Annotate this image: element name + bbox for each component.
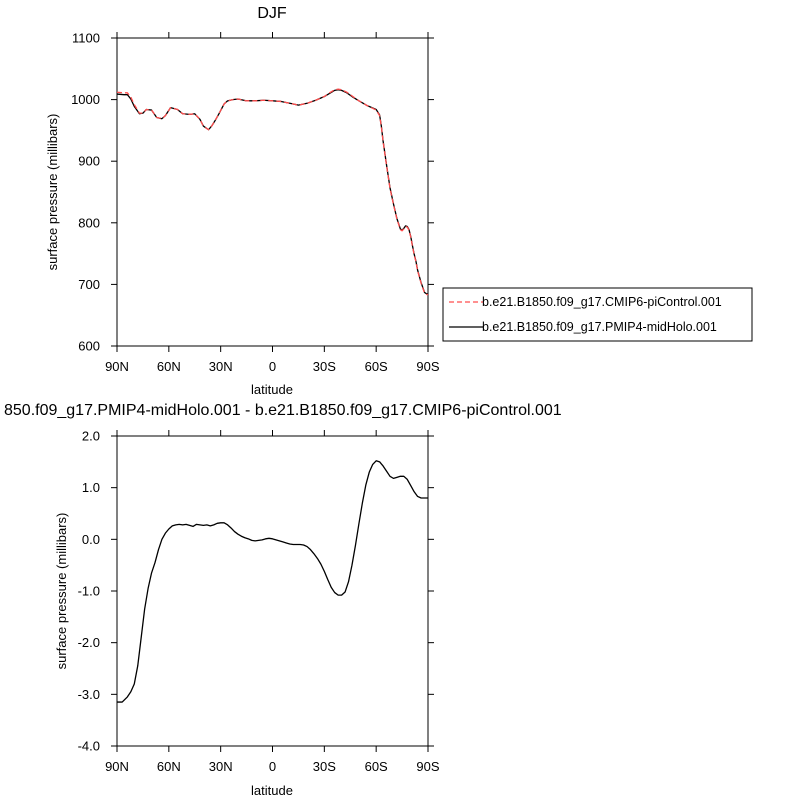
- x-tick-label: 0: [269, 359, 276, 374]
- x-axis-ticks: 90N 60N 30N 0 30S 60S 90S: [105, 430, 440, 774]
- x-tick-label: 60N: [157, 359, 181, 374]
- y-tick-label: -4.0: [78, 739, 100, 754]
- y-tick-label: 800: [78, 215, 100, 230]
- y-tick-label: 2.0: [82, 429, 100, 444]
- x-tick-label: 30N: [209, 759, 233, 774]
- legend-entry-series-2: b.e21.B1850.f09_g17.PMIP4-midHolo.001: [482, 320, 717, 334]
- plot-frame: [116, 435, 429, 747]
- plot-frame: [116, 37, 429, 347]
- x-tick-label: 90S: [416, 359, 439, 374]
- x-tick-label: 90S: [416, 759, 439, 774]
- x-tick-label: 0: [269, 759, 276, 774]
- bottom-panel-difference: 850.f09_g17.PMIP4-midHolo.001 - b.e21.B1…: [4, 402, 562, 798]
- x-tick-label: 30S: [313, 759, 336, 774]
- x-tick-label: 60S: [365, 759, 388, 774]
- series-line-1: [116, 88, 429, 296]
- legend-entry-series-1: b.e21.B1850.f09_g17.CMIP6-piControl.001: [482, 295, 722, 309]
- y-tick-label: 0.0: [82, 532, 100, 547]
- series-layer: [117, 460, 428, 703]
- y-axis-label: surface pressure (millibars): [45, 114, 60, 271]
- y-axis-ticks: -4.0 -3.0 -2.0 -1.0 0.0 1.0 2.0: [78, 429, 434, 754]
- y-tick-label: 1100: [72, 31, 100, 46]
- chart-title: DJF: [257, 5, 287, 22]
- legend-box: [442, 287, 753, 342]
- x-tick-label: 60N: [157, 759, 181, 774]
- y-tick-label: 700: [78, 277, 100, 292]
- x-tick-label: 90N: [105, 759, 129, 774]
- y-tick-label: 1000: [71, 92, 100, 107]
- y-axis-ticks: 600 700 800 900 1000 1100: [71, 31, 434, 354]
- chart-title: 850.f09_g17.PMIP4-midHolo.001 - b.e21.B1…: [4, 402, 562, 419]
- series-layer: [116, 88, 429, 296]
- x-tick-label: 60S: [365, 359, 388, 374]
- x-tick-label: 90N: [105, 359, 129, 374]
- x-axis-ticks: 90N 60N 30N 0 30S 60S 90S: [105, 32, 440, 374]
- x-axis-label: latitude: [251, 783, 293, 798]
- series-line-2: [116, 89, 429, 295]
- y-tick-label: -2.0: [78, 635, 100, 650]
- y-axis-label: surface pressure (millibars): [54, 513, 69, 670]
- y-tick-label: 900: [78, 154, 100, 169]
- series-line-1: [117, 460, 428, 703]
- top-panel-djf: DJF 600 700 800 900 1000 1100 90N 60N 30N 0 30S 60…: [45, 5, 440, 397]
- x-tick-label: 30N: [209, 359, 233, 374]
- y-tick-label: -1.0: [78, 584, 100, 599]
- x-axis-label: latitude: [251, 382, 293, 397]
- y-tick-label: -3.0: [78, 687, 100, 702]
- y-tick-label: 1.0: [82, 480, 100, 495]
- y-tick-label: 600: [78, 339, 100, 354]
- x-tick-label: 30S: [313, 359, 336, 374]
- legend: b.e21.B1850.f09_g17.CMIP6-piControl.001 …: [442, 287, 753, 342]
